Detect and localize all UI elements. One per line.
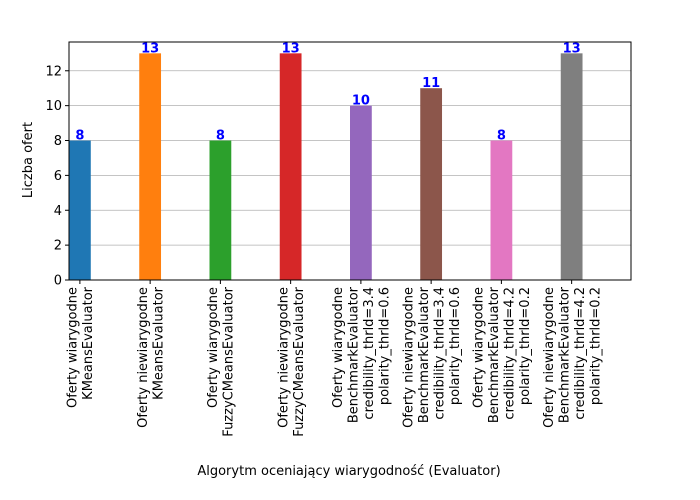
x-tick-label-line: polarity_thrld=0.2 bbox=[518, 287, 533, 405]
bar bbox=[139, 53, 162, 281]
y-ticks: 0 2 4 6 8 10 12 bbox=[45, 64, 69, 289]
bar bbox=[560, 53, 583, 281]
x-tick-label-line: KMeansEvaluator bbox=[81, 286, 96, 399]
x-tick-label-line: Oferty niewiarygodne bbox=[276, 287, 291, 428]
x-tick-label: Oferty niewiarygodne FuzzyCMeansEvaluator bbox=[276, 286, 307, 436]
x-tick-label-line: credibility_thrld=3.4 bbox=[432, 287, 447, 420]
x-tick-label-line: Oferty niewiarygodne bbox=[401, 287, 416, 428]
x-tick-label-line: FuzzyCMeansEvaluator bbox=[292, 286, 307, 436]
bar-value-label: 10 bbox=[352, 94, 370, 109]
y-tick-label: 4 bbox=[54, 204, 62, 219]
axes bbox=[68, 41, 632, 281]
bar-value-label: 13 bbox=[282, 41, 300, 56]
bar bbox=[279, 53, 302, 281]
x-tick-label: Oferty wiarygodne BenchmarkEvaluator credi… bbox=[472, 286, 533, 423]
x-tick-label-line: BenchmarkEvaluator bbox=[487, 286, 502, 423]
x-tick-label-line: KMeansEvaluator bbox=[151, 286, 166, 399]
bar-value-label: 13 bbox=[563, 41, 581, 56]
y-tick-label: 10 bbox=[45, 99, 62, 114]
x-tick-label-line: polarity_thrld=0.2 bbox=[588, 287, 603, 405]
bar bbox=[490, 140, 513, 280]
bar-value-label: 13 bbox=[141, 41, 159, 56]
bar-value-label: 8 bbox=[75, 129, 84, 144]
x-tick-label: Oferty wiarygodne KMeansEvaluator bbox=[66, 286, 97, 408]
data-labels: 8 13 8 13 10 11 8 13 bbox=[75, 41, 580, 143]
x-tick-label-line: Oferty niewiarygodne bbox=[136, 287, 151, 428]
plot-frame bbox=[68, 41, 632, 281]
y-tick-label: 8 bbox=[54, 134, 62, 149]
bar bbox=[69, 140, 91, 280]
x-tick-label: Oferty wiarygodne FuzzyCMeansEvaluator bbox=[206, 286, 237, 436]
x-tick-label-line: Oferty wiarygodne bbox=[472, 287, 487, 408]
x-tick-label-line: Oferty niewiarygodne bbox=[542, 287, 557, 428]
bar-value-label: 8 bbox=[216, 129, 225, 144]
x-tick-label-line: BenchmarkEvaluator bbox=[417, 286, 432, 423]
y-tick-label: 6 bbox=[54, 169, 62, 184]
x-axis-label: Algorytm oceniający wiarygodność (Evalua… bbox=[197, 464, 500, 479]
y-tick-label: 12 bbox=[45, 64, 62, 79]
x-tick-label: Oferty wiarygodne BenchmarkEvaluator credi… bbox=[331, 286, 393, 423]
bar-value-label: 8 bbox=[497, 129, 506, 144]
y-tick-label: 0 bbox=[54, 274, 62, 289]
x-tick-label-line: BenchmarkEvaluator bbox=[557, 286, 572, 423]
x-tick-label-line: Oferty wiarygodne bbox=[66, 287, 81, 408]
y-axis-label: Liczba ofert bbox=[21, 122, 36, 198]
bars bbox=[69, 53, 583, 281]
x-tick-label-line: polarity_thrld=0.6 bbox=[448, 287, 463, 405]
x-tick-label-line: credibility_thrld=4.2 bbox=[503, 287, 518, 420]
x-tick-label-line: credibility_thrld=3.4 bbox=[362, 287, 377, 420]
x-tick-label-line: Oferty wiarygodne bbox=[331, 287, 346, 408]
x-ticks: Oferty wiarygodne KMeansEvaluator Oferty n… bbox=[66, 280, 604, 437]
x-tick-label-line: credibility_thrld=4.2 bbox=[573, 287, 588, 420]
bar-value-label: 11 bbox=[422, 76, 440, 91]
x-tick-label-line: Oferty wiarygodne bbox=[206, 287, 221, 408]
x-tick-label-line: polarity_thrld=0.6 bbox=[378, 287, 393, 405]
x-tick-label-line: BenchmarkEvaluator bbox=[347, 286, 362, 423]
bar bbox=[350, 105, 372, 281]
x-tick-label: Oferty niewiarygodne KMeansEvaluator bbox=[136, 286, 167, 428]
x-tick-label: Oferty niewiarygodne BenchmarkEvaluator cr… bbox=[542, 286, 604, 428]
x-tick-label-line: FuzzyCMeansEvaluator bbox=[222, 286, 237, 436]
y-tick-label: 2 bbox=[54, 239, 62, 254]
x-tick-label: Oferty niewiarygodne BenchmarkEvaluator cr… bbox=[401, 286, 463, 428]
bar bbox=[420, 88, 443, 280]
bar bbox=[209, 140, 232, 280]
